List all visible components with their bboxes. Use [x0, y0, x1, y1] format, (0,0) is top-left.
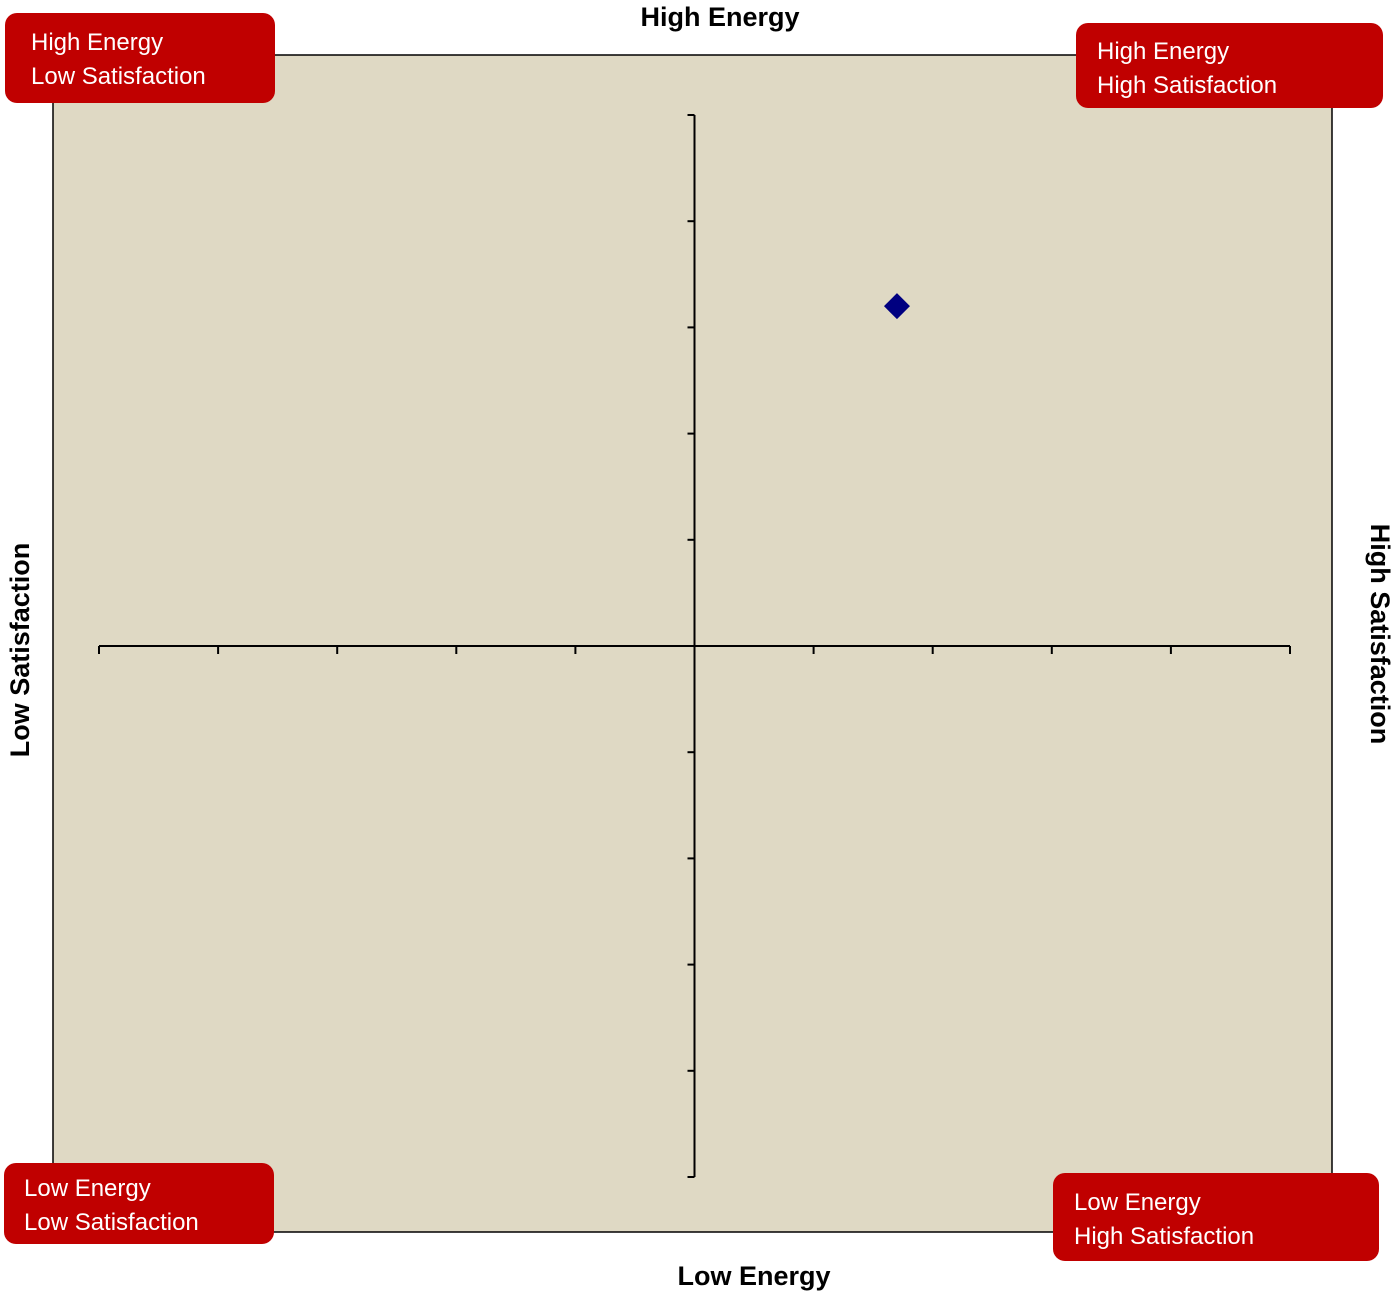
bottom-label: Low Energy	[677, 1261, 830, 1291]
right-label: High Satisfaction	[1365, 524, 1395, 745]
quadrant-box: High Energy High Satisfaction	[1076, 23, 1383, 108]
quadrant-box-text: High Satisfaction	[1097, 72, 1277, 99]
quadrant-box-bg	[4, 1163, 274, 1244]
quadrant-box-bg	[5, 13, 275, 103]
quadrant-box: Low Energy High Satisfaction	[1053, 1173, 1379, 1261]
data-point	[883, 293, 910, 320]
quadrant-box-text: High Satisfaction	[1074, 1223, 1254, 1250]
quadrant-box-text: Low Energy	[1074, 1189, 1201, 1216]
quadrant-box-bg	[1076, 23, 1383, 108]
left-label: Low Satisfaction	[5, 543, 35, 758]
quadrant-box: Low Energy Low Satisfaction	[4, 1163, 274, 1244]
quadrant-box-text: Low Satisfaction	[31, 63, 206, 90]
top-label: High Energy	[640, 2, 799, 32]
quadrant-box-text: High Energy	[31, 29, 163, 56]
quadrant-box-text: High Energy	[1097, 38, 1229, 65]
quadrant-box-bg	[1053, 1173, 1379, 1261]
plot-area	[52, 54, 1333, 1233]
quadrant-box-text: Low Satisfaction	[24, 1209, 199, 1236]
quadrant-box-text: Low Energy	[24, 1175, 151, 1202]
quadrant-box: High Energy Low Satisfaction	[5, 13, 275, 103]
